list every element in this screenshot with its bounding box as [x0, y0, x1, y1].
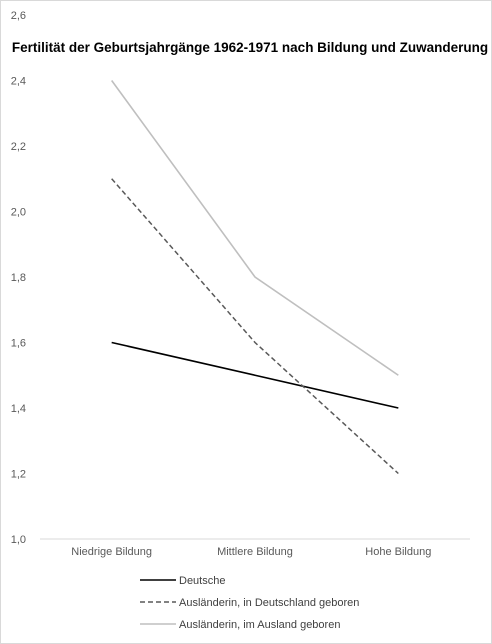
- y-tick-label: 1,6: [11, 338, 26, 350]
- legend-label-3: Ausländerin, im Ausland geboren: [179, 619, 340, 631]
- y-axis-ticks: 1,0 1,2 1,4 1,6 1,8 2,0 2,2 2,4 2,6: [11, 10, 26, 546]
- series-lines: [111, 80, 399, 475]
- x-axis-categories: Niedrige Bildung Mittlere Bildung Hohe Bil…: [71, 546, 431, 558]
- legend: Deutsche Ausländerin, in Deutschland gebo…: [140, 575, 359, 631]
- y-tick-label: 2,6: [11, 10, 26, 22]
- series-line-2: [111, 178, 399, 475]
- x-tick-label: Niedrige Bildung: [71, 546, 152, 558]
- x-tick-label: Mittlere Bildung: [217, 546, 293, 558]
- y-tick-label: 1,4: [11, 403, 26, 415]
- series-line-3: [111, 80, 399, 376]
- series-line-1: [111, 341, 399, 409]
- y-tick-label: 2,4: [11, 76, 26, 88]
- y-tick-label: 1,0: [11, 534, 26, 546]
- y-tick-label: 1,2: [11, 469, 26, 481]
- legend-label-2: Ausländerin, in Deutschland geboren: [179, 597, 359, 609]
- y-tick-label: 1,8: [11, 272, 26, 284]
- y-tick-label: 2,0: [11, 207, 26, 219]
- chart-title: Fertilität der Geburtsjahrgänge 1962-197…: [12, 40, 488, 55]
- legend-label-1: Deutsche: [179, 575, 225, 587]
- y-tick-label: 2,2: [11, 141, 26, 153]
- x-tick-label: Hohe Bildung: [365, 546, 431, 558]
